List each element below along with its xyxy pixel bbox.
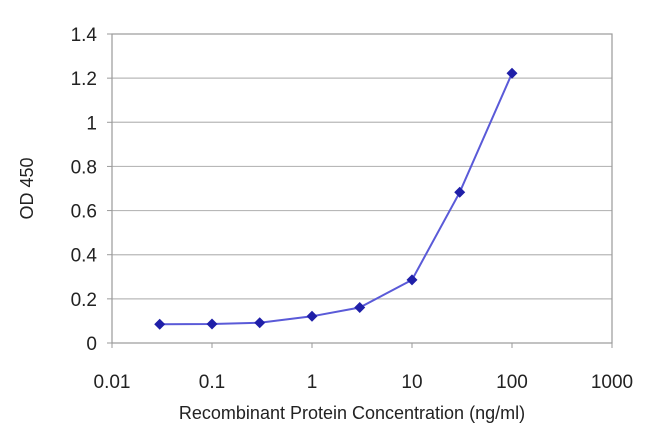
y-tick-label-6: 1.2 [71, 69, 97, 90]
y-tick-label-7: 1.4 [71, 25, 98, 46]
y-tick-labels: 0 0.2 0.4 0.6 0.8 1 1.2 1.4 [71, 25, 98, 355]
x-tick-label-3: 10 [401, 372, 422, 393]
plot-area-frame [111, 33, 613, 344]
data-point-2 [254, 317, 266, 329]
series-line-0 [159, 72, 513, 326]
data-point-1 [206, 318, 218, 330]
y-tick-label-2: 0.4 [71, 246, 98, 267]
y-tick-label-4: 0.8 [71, 157, 97, 178]
data-point-0 [154, 318, 166, 330]
x-tick-label-0: 0.01 [94, 372, 131, 393]
data-point-5 [406, 274, 418, 286]
y-tick-label-1: 0.2 [71, 290, 97, 311]
data-point-4 [354, 301, 366, 313]
data-point-3 [306, 310, 318, 322]
x-tick-label-5: 1000 [591, 372, 633, 393]
x-tick-label-4: 100 [496, 372, 528, 393]
axis-ticks [107, 33, 613, 348]
data-point-7 [506, 67, 518, 79]
x-tick-labels: 0.01 0.1 1 10 100 1000 [94, 372, 634, 393]
y-axis-title: OD 450 [17, 157, 37, 219]
data-point-6 [454, 186, 466, 198]
y-tick-label-0: 0 [86, 334, 97, 355]
x-tick-label-1: 0.1 [199, 372, 225, 393]
grid-lines [112, 77, 612, 300]
y-tick-label-5: 1 [86, 113, 97, 134]
series-layer [154, 67, 518, 330]
x-tick-label-2: 1 [307, 372, 318, 393]
y-tick-label-3: 0.6 [71, 202, 97, 223]
x-axis-title: Recombinant Protein Concentration (ng/ml… [179, 403, 525, 423]
